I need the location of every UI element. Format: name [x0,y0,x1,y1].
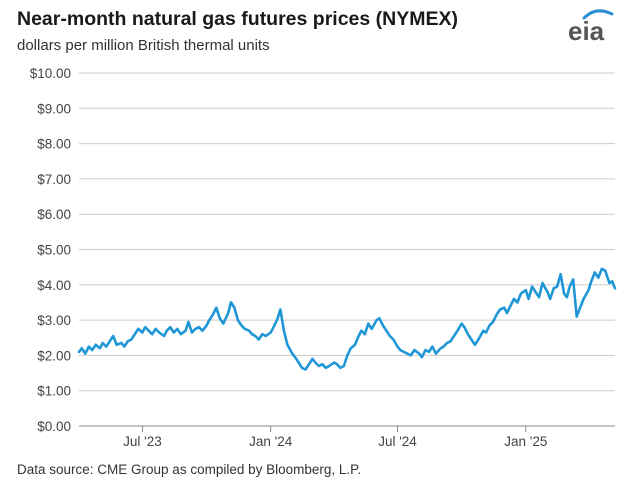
y-axis: $0.00 $1.00 $2.00 $3.00 $4.00 $5.00 $6.00 $7.00… [30,66,71,434]
x-tick-label: Jul '23 [123,434,162,449]
y-tick-label: $2.00 [37,348,71,363]
data-source-note: Data source: CME Group as compiled by Bl… [17,462,362,477]
gridlines [79,72,615,427]
y-tick-label: $6.00 [37,207,71,222]
y-tick-label: $4.00 [37,278,71,293]
chart-title: Near-month natural gas futures prices (N… [17,8,458,30]
y-tick-label: $1.00 [37,384,71,399]
x-axis: Jul '23 Jan '24 Jul '24 Jan '25 [123,426,547,449]
y-tick-label: $5.00 [37,243,71,258]
eia-logo: eia [566,6,616,46]
series-line-0 [77,267,617,371]
x-tick-label: Jan '24 [249,434,293,449]
y-tick-label: $7.00 [37,172,71,187]
y-tick-label: $9.00 [37,101,71,116]
y-tick-label: $10.00 [30,66,71,81]
y-tick-label: $0.00 [37,419,71,434]
y-tick-label: $8.00 [37,137,71,152]
x-tick-label: Jan '25 [504,434,547,449]
plot-area [77,267,617,371]
y-tick-label: $3.00 [37,313,71,328]
eia-logo-arc-icon [582,9,614,20]
x-tick-label: Jul '24 [378,434,417,449]
eia-logo-text: eia [568,16,605,46]
chart-subtitle: dollars per million British thermal unit… [17,37,270,54]
